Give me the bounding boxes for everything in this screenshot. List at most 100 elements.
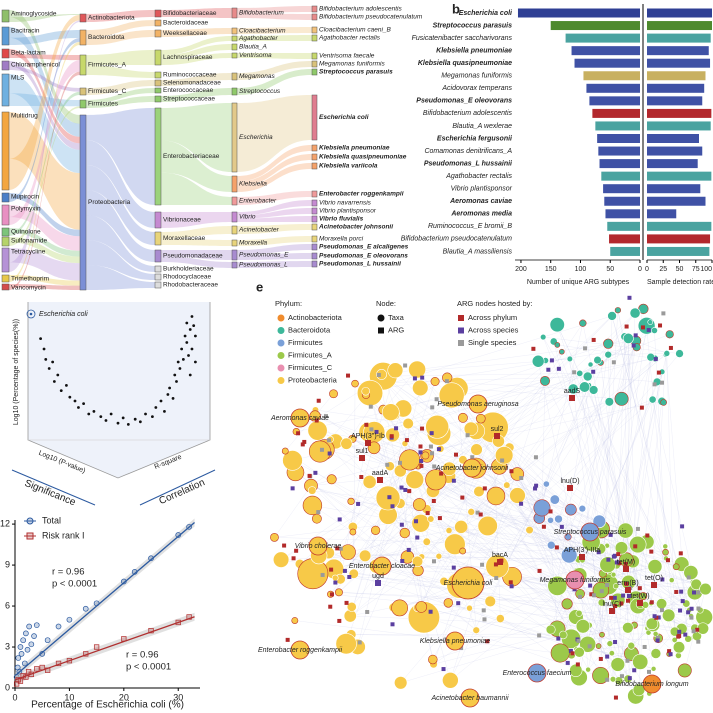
network-node (614, 541, 629, 555)
sankey-node (154, 107, 162, 206)
sankey-node (231, 239, 238, 247)
network-node (391, 599, 409, 617)
edge (509, 447, 706, 590)
legend-marker (26, 309, 36, 319)
sankey-label: Pseudomonas_L (239, 262, 288, 269)
network-node (459, 547, 467, 555)
sankey-link (161, 8, 232, 18)
network-node (554, 342, 561, 348)
sankey-label: Bacitracin (11, 28, 40, 35)
network-node (473, 485, 485, 498)
sankey-label: Actinobacteriota (88, 15, 135, 22)
edge (559, 308, 644, 654)
legend-marker (277, 327, 285, 334)
sankey-label: Acinetobacter johnsonii (318, 224, 393, 231)
sankey-link (9, 14, 80, 22)
edge (324, 449, 581, 595)
arg-node (365, 609, 370, 614)
arg-node (665, 558, 670, 563)
node-label: Aeromonas caviae (270, 415, 329, 422)
sankey-link (161, 36, 232, 55)
network-node (411, 555, 424, 568)
point (20, 637, 27, 644)
point (18, 651, 25, 657)
sankey-label: Aminoglycoside (11, 11, 57, 18)
arg-node (677, 633, 682, 638)
sankey-label: Firmicutes_A (88, 62, 127, 69)
x-tick-label: 50 (606, 266, 614, 273)
y-tick-label: Klebsiella quasipneumoniae (418, 60, 512, 67)
edge (608, 353, 667, 355)
y-tick-label: Escherichia coli (459, 10, 513, 17)
network-node (668, 577, 675, 584)
edge (476, 449, 580, 653)
point (56, 373, 60, 377)
arg-node (494, 433, 500, 439)
edge (351, 634, 675, 641)
sankey-node (154, 71, 162, 79)
arg-node (686, 610, 691, 615)
edge (312, 505, 470, 609)
arg-node (441, 667, 446, 672)
bar (601, 171, 640, 181)
network-node (494, 446, 514, 465)
arg-node (651, 582, 657, 588)
arg-node (652, 382, 657, 387)
network-node (575, 609, 583, 617)
network-node (607, 311, 617, 321)
node-label: Acinetobacter baumannii (430, 695, 508, 702)
arg-node (537, 633, 542, 638)
legend-label: Proteobacteria (288, 375, 338, 384)
network-node (585, 666, 591, 673)
arg-node (674, 589, 679, 594)
network-node (282, 450, 303, 471)
network-node (677, 663, 692, 678)
network-node (652, 631, 659, 637)
sankey-link (237, 261, 312, 268)
legend-title: Node: (376, 299, 396, 308)
arg-node (420, 426, 425, 431)
sankey-node (1, 9, 10, 23)
legend-marker (458, 340, 464, 346)
arg-node (624, 581, 629, 586)
edge (350, 615, 584, 627)
edge (438, 555, 695, 629)
point (42, 347, 46, 351)
sankey-label: Bifidobacterium (239, 10, 284, 17)
sankey-label: Vibrionaceae (163, 217, 201, 224)
sankey-link (237, 216, 312, 222)
sankey: Aminoglycoside Bacitracin Beta-lactam Chlor… (1, 6, 423, 292)
sankey-link (237, 35, 312, 41)
arg-node (646, 328, 651, 333)
bar (589, 96, 640, 106)
arg-node (374, 429, 379, 434)
arg-node (661, 311, 666, 316)
arg-node (656, 615, 661, 620)
sankey-label: Rhodocyclaceae (163, 274, 211, 281)
arg-node (451, 565, 456, 570)
point (13, 681, 20, 687)
arg-node (559, 524, 564, 529)
legend-marker (378, 327, 384, 334)
arg-node (302, 439, 307, 444)
arg-node (437, 516, 442, 521)
arg-node (660, 380, 665, 385)
node-label: sul1 (356, 448, 369, 455)
network-node (408, 360, 426, 379)
arg-node (533, 486, 538, 491)
sankey-link (86, 190, 155, 262)
point (65, 384, 68, 387)
edge (389, 430, 477, 494)
edge (383, 358, 656, 410)
edge (617, 310, 680, 648)
bar (647, 58, 711, 68)
y-tick-label: Aeromonas caviae (449, 198, 512, 205)
sankey-label: Cloacibacterium (239, 28, 286, 35)
network-node (438, 382, 465, 409)
x-tick-label: 0 (645, 266, 649, 273)
sankey-node (154, 19, 162, 27)
arg-node (365, 440, 371, 446)
arg-node (589, 592, 594, 597)
